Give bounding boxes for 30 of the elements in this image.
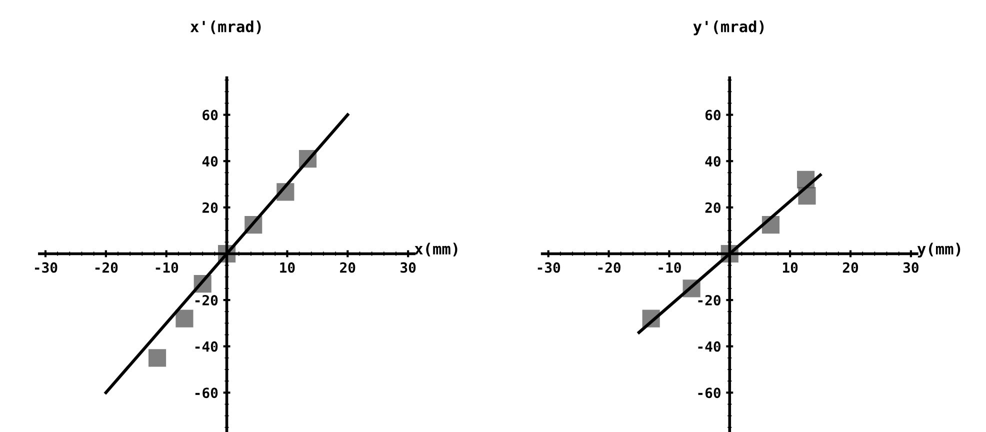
x-tick-label: -10 [658, 262, 681, 273]
x-tick-label: -20 [95, 262, 118, 273]
y-tick-label: -60 [698, 388, 720, 398]
x-tick-label: -30 [34, 262, 58, 273]
y-tick-label: 60 [202, 110, 218, 120]
y-tick-label: -20 [195, 294, 218, 306]
x-tick-label: -20 [598, 262, 620, 273]
y-tick-label: -20 [698, 294, 720, 306]
y-tick-label: 20 [705, 202, 720, 213]
y-tick-label: 40 [705, 156, 720, 167]
x-tick-label: 10 [280, 262, 295, 273]
x-tick-label: 10 [782, 262, 798, 273]
y-tick-label: -40 [698, 341, 720, 352]
x-tick-label: 20 [340, 262, 356, 273]
y-tick-label: -60 [195, 388, 218, 398]
y-tick-label: 40 [202, 156, 218, 167]
x-tick-label: 30 [903, 262, 918, 273]
y-tick-label: 60 [705, 110, 720, 120]
point [176, 310, 194, 328]
point [148, 349, 166, 367]
y-tick-label: -40 [195, 341, 218, 352]
x-tick-label: -10 [156, 262, 178, 273]
x-tick-label: 20 [842, 262, 858, 273]
x-axis-title: y(mm) [917, 242, 960, 258]
y-tick-label: 20 [202, 202, 218, 213]
x-tick-label: -30 [538, 262, 560, 273]
x-tick-label: 30 [400, 262, 416, 273]
y-axis-title: y'(mrad) [693, 20, 764, 36]
y-axis-title: x'(mrad) [190, 20, 261, 34]
x-axis-title: x(mm) [414, 242, 458, 256]
